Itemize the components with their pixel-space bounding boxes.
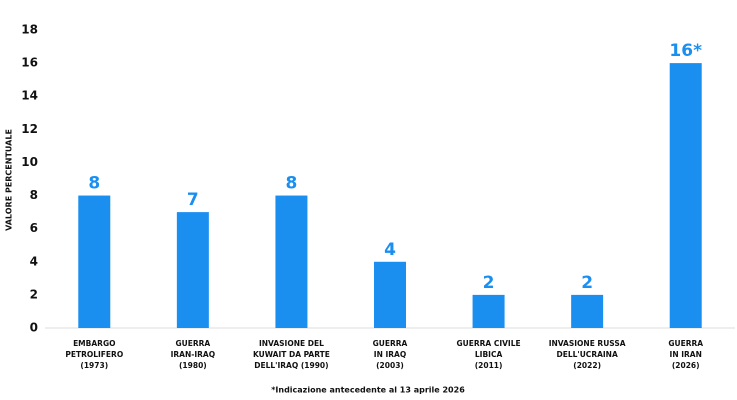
x-tick-label: DELL'IRAQ (1990) [254, 361, 328, 370]
x-tick-label: (1973) [80, 361, 108, 370]
x-tick-label: GUERRA [373, 339, 408, 348]
x-tick-label: (2022) [573, 361, 601, 370]
y-tick-label: 14 [21, 89, 38, 103]
value-label: 2 [483, 273, 495, 293]
x-tick-label: GUERRA [175, 339, 210, 348]
bar [78, 195, 111, 328]
value-label: 7 [187, 190, 199, 210]
x-tick-label: EMBARGO [73, 339, 115, 348]
x-tick-label: LIBICA [475, 350, 503, 359]
bar [669, 63, 702, 328]
y-tick-label: 10 [21, 155, 38, 169]
bar [176, 212, 209, 328]
y-tick-label: 0 [30, 321, 38, 335]
x-tick-label: (2003) [376, 361, 404, 370]
bar [275, 195, 308, 328]
value-label: 8 [286, 174, 298, 194]
x-tick-label: DELL'UCRAINA [557, 350, 618, 359]
y-axis-label: VALORE PERCENTUALE [5, 129, 14, 231]
bar [571, 294, 604, 328]
x-tick-label: PETROLIFERO [65, 350, 123, 359]
bar [472, 294, 505, 328]
x-tick-label: (2011) [475, 361, 503, 370]
value-label: 8 [88, 174, 100, 194]
x-tick-label: IN IRAN [670, 350, 702, 359]
x-tick-label: (2026) [672, 361, 700, 370]
x-tick-label: INVASIONE DEL [259, 339, 324, 348]
y-tick-label: 12 [21, 122, 38, 136]
x-tick-label: KUWAIT DA PARTE [253, 350, 330, 359]
x-tick-label: IN IRAQ [374, 350, 406, 359]
y-tick-label: 4 [30, 254, 38, 268]
bar [374, 261, 406, 328]
footnote: *Indicazione antecedente al 13 aprile 20… [271, 386, 465, 395]
x-tick-label: (1980) [179, 361, 207, 370]
value-label: 2 [581, 273, 593, 293]
y-tick-label: 18 [21, 23, 38, 37]
y-tick-label: 2 [30, 287, 38, 301]
y-tick-label: 16 [21, 56, 38, 70]
x-tick-label: GUERRA [668, 339, 703, 348]
x-tick-label: IRAN-IRAQ [171, 350, 216, 359]
y-tick-label: 8 [30, 188, 38, 202]
x-tick-label: INVASIONE RUSSA [549, 339, 626, 348]
y-tick-label: 6 [30, 221, 38, 235]
value-label: 4 [384, 240, 396, 260]
x-tick-label: GUERRA CIVILE [457, 339, 521, 348]
value-label: 16* [669, 41, 702, 61]
